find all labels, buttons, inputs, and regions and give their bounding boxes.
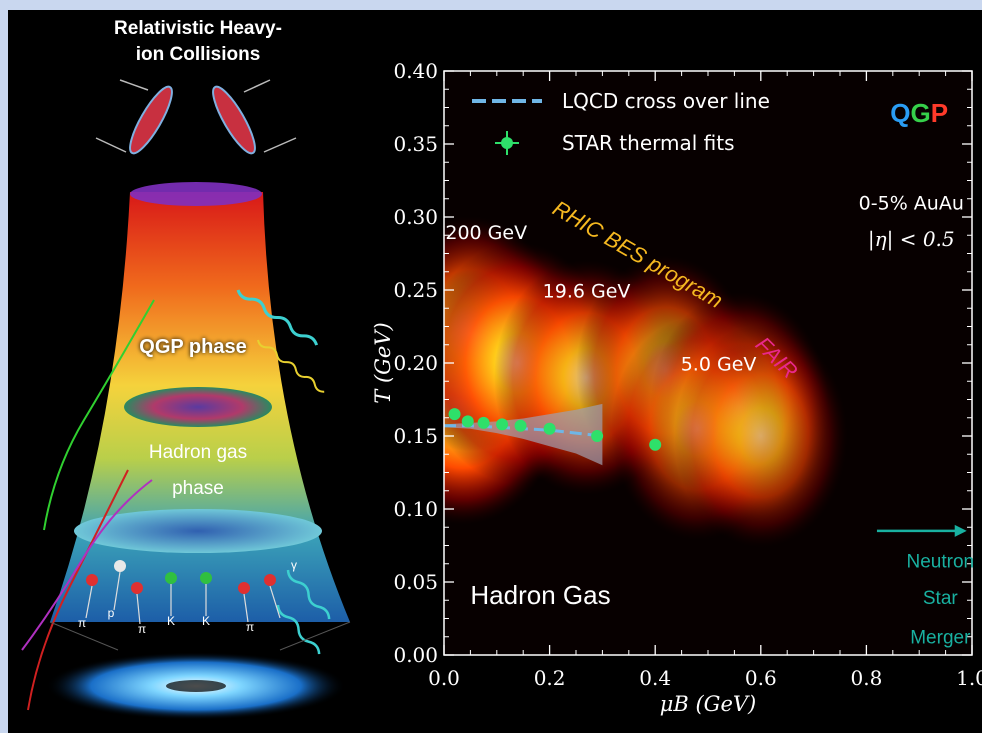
energy-label-200gev: 200 GeV [445,222,527,244]
hadron-gas-label-line1: Hadron gas [148,442,248,463]
energy-label-5gev: 5.0 GeV [681,353,757,375]
lqcd-uncertainty-band [444,403,603,466]
y-tick-label: 0.40 [393,59,438,83]
star-thermal-fit-point [514,419,527,432]
collision-cone-graphic [21,79,351,720]
particles [85,560,281,625]
particle-label: p [107,606,115,620]
star-thermal-fit-point [649,438,662,451]
y-tick-label: 0.00 [393,643,438,667]
y-tick-label: 0.35 [393,132,438,156]
star-thermal-fit-point [477,416,490,429]
x-tick-label: 0.4 [639,666,671,690]
nucleus-left [129,85,173,155]
x-axis-label: μB (GeV) [660,692,757,716]
y-tick-label: 0.05 [393,570,438,594]
legend-label-lqcd: LQCD cross over line [562,89,770,113]
x-tick-label: 1.0 [956,666,982,690]
figure-panel: Relativistic Heavy- ion Collisions QGP p… [8,10,982,733]
hadron-disk [74,509,322,553]
collision-system-label: 0-5% AuAu [859,193,964,215]
left-title-line2: ion Collisions [135,44,261,65]
particle-label: K [201,614,210,628]
star-thermal-fit-point [591,430,604,442]
legend-swatch-star [501,137,513,149]
neutron-star-label-line2: Star [923,588,959,609]
qgp-label: QGP [890,98,948,128]
star-thermal-fit-point [461,415,474,428]
left-title-line1: Relativistic Heavy- [114,18,282,39]
star-thermal-fit-point [448,408,461,421]
rapidity-cut-label: |η| < 0.5 [868,227,955,252]
y-tick-label: 0.20 [393,351,438,375]
particle-label: π [137,622,147,636]
star-thermal-fit-point [496,418,509,431]
x-tick-label: 0.8 [850,666,882,690]
x-tick-label: 0.0 [428,666,460,690]
y-tick-label: 0.30 [393,205,438,229]
y-tick-label: 0.10 [393,497,438,521]
energy-label-19-6gev: 19.6 GeV [543,280,631,302]
y-axis-label: T (GeV) [371,322,395,403]
particle-label: π [77,616,87,630]
qgp-disk [124,387,272,427]
nucleus-right [212,85,256,155]
x-tick-label: 0.2 [534,666,566,690]
y-tick-label: 0.15 [393,424,438,448]
particle-label: γ [291,558,297,572]
qgp-phase-label: QGP phase [139,336,247,358]
y-tick-label: 0.25 [393,278,438,302]
x-tick-label: 0.6 [745,666,777,690]
legend-label-star: STAR thermal fits [562,131,735,155]
neutron-star-arrowhead [954,524,967,537]
collision-schematic: Relativistic Heavy- ion Collisions QGP p… [8,10,380,733]
star-thermal-fit-point [543,422,556,435]
hadron-gas-label: Hadron Gas [470,580,610,610]
neutron-star-label-line3: Merger [910,627,971,648]
neutron-star-label-line1: Neutron [907,551,975,572]
hadron-gas-label-line2: phase [172,478,224,499]
particle-label: K [166,614,175,628]
heat-blob [674,324,848,548]
phase-diagram-chart: 0.0 0.2 0.4 0.6 0.8 1.0 0.00 0.05 0.10 0.15 0.20 0.… [371,59,982,716]
particle-label: π [245,620,255,634]
